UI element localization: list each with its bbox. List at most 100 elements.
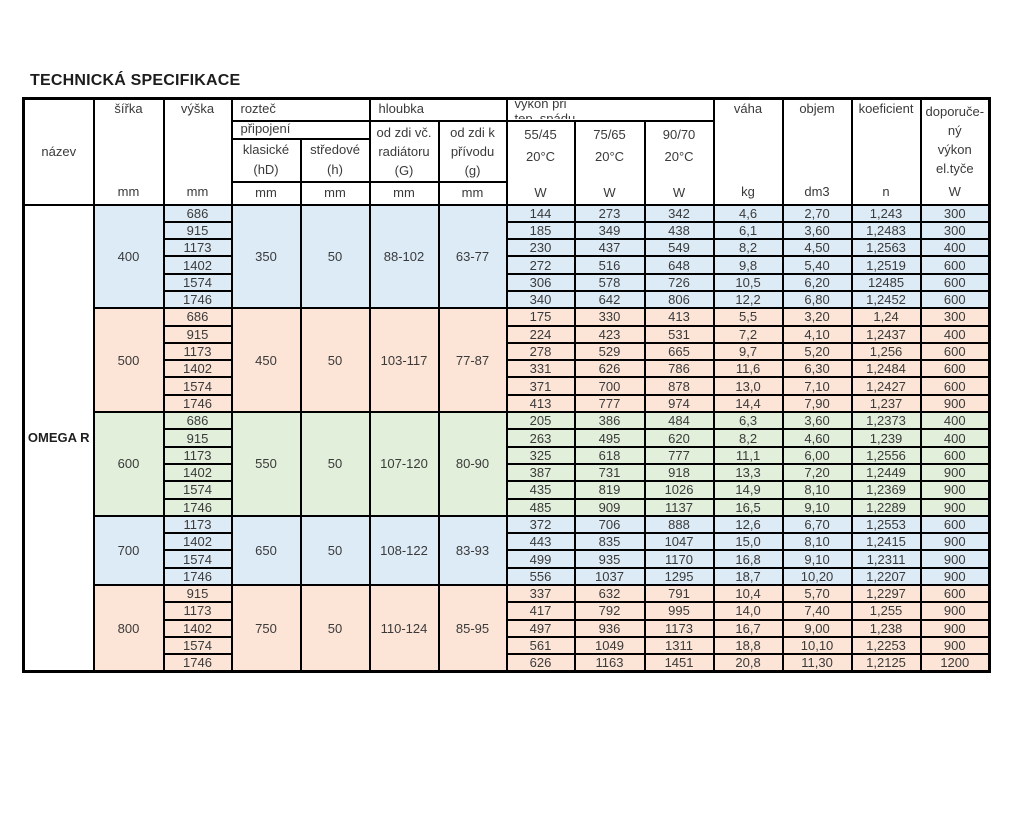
cell-height: 1402 [162,359,233,379]
cell-power-7565: 495 [573,428,646,448]
unit-od-zdi-k: mm [437,181,508,206]
cell-height: 915 [162,220,233,241]
cell-power-9070: 1170 [643,549,715,569]
cell-power-9070: 1295 [643,566,715,587]
header-vyska-unit: mm [186,184,209,200]
table-row: 915 263 495 620 8,2 4,60 1,239 400 [24,428,991,448]
cell-weight: 11,6 [712,359,784,379]
cell-power-7565: 578 [573,272,646,293]
cell-width-group: 700 [92,514,165,587]
cell-pitch-classic: 650 [230,514,302,587]
cell-coefficient: 1,2415 [850,532,922,552]
cell-el-power: 900 [919,618,991,638]
cell-power-7565: 936 [573,618,646,638]
cell-power-5545: 263 [505,428,576,448]
header-temp-5545-unit: W [534,184,547,200]
table-row: 915 224 423 531 7,2 4,10 1,2437 400 [24,324,991,344]
cell-volume: 3,20 [781,307,853,327]
cell-coefficient: 1,2253 [850,635,922,656]
cell-depth-g2: 80-90 [437,411,508,517]
cell-height: 1402 [162,462,233,483]
cell-power-5545: 272 [505,255,576,275]
cell-el-power: 300 [919,307,991,327]
header-sirka: šířka mm [92,97,165,206]
cell-volume: 7,20 [781,462,853,483]
header-temp-5545-degrees: 20°C [525,148,556,164]
cell-power-7565: 529 [573,341,646,362]
cell-coefficient: 1,2452 [850,289,922,310]
header-od-zdi-k-line1: od zdi k [450,124,495,140]
cell-power-5545: 224 [505,324,576,344]
table-row: 1574 306 578 726 10,5 6,20 12485 600 [24,272,991,293]
cell-volume: 10,10 [781,635,853,656]
cell-height: 1173 [162,601,233,621]
header-klasicke: klasické (hD) [230,137,302,184]
unit-klasicke: mm [230,181,302,206]
table-row: 1402 443 835 1047 15,0 8,10 1,2415 900 [24,532,991,552]
unit-od-zdi-g: mm [368,181,440,206]
cell-el-power: 300 [919,220,991,241]
cell-power-9070: 806 [643,289,715,310]
table-row: 500 686 450 50 103-117 77-87 175 330 413 5,5 3,20 1… [24,307,991,414]
cell-coefficient: 1,2207 [850,566,922,587]
cell-volume: 3,60 [781,411,853,431]
header-temp-9070-ratio: 90/70 [662,126,696,142]
table-row: 1402 497 936 1173 16,7 9,00 1,238 900 [24,618,991,638]
cell-pitch-classic: 350 [230,203,302,310]
cell-power-5545: 561 [505,635,576,656]
header-nazev-label: název [41,144,77,160]
cell-weight: 8,2 [712,428,784,448]
cell-weight: 10,4 [712,584,784,604]
header-temp-9070-unit: W [672,184,686,200]
cell-el-power: 900 [919,601,991,621]
cell-weight: 15,0 [712,532,784,552]
cell-height: 686 [162,307,233,327]
cell-width-group: 800 [92,584,165,673]
cell-weight: 12,6 [712,514,784,535]
cell-el-power: 900 [919,635,991,656]
cell-el-power: 600 [919,341,991,362]
cell-el-power: 600 [919,376,991,396]
cell-weight: 4,6 [712,203,784,223]
cell-height: 1402 [162,532,233,552]
cell-height: 915 [162,428,233,448]
cell-weight: 12,2 [712,289,784,310]
cell-power-5545: 331 [505,359,576,379]
cell-el-power: 600 [919,272,991,293]
cell-power-9070: 648 [643,255,715,275]
unit-stredove: mm [299,181,371,206]
cell-height: 915 [162,324,233,344]
cell-power-5545: 337 [505,584,576,604]
table-row: 1402 387 731 918 13,3 7,20 1,2449 900 [24,462,991,483]
cell-power-9070: 791 [643,584,715,604]
header-od-zdi-g-line2: radiátoru [378,143,430,159]
cell-width-group: 500 [92,307,165,414]
header-klasicke-line2: (hD) [253,162,279,178]
cell-height: 1173 [162,514,233,535]
cell-el-power: 400 [919,428,991,448]
cell-depth-g: 88-102 [368,203,440,310]
header-row-groups: název šířka mm výška mm rozteč hloubka [22,97,991,206]
cell-power-7565: 700 [573,376,646,396]
cell-weight: 20,8 [712,653,784,673]
header-od-zdi-g-line3: (G) [394,162,414,178]
header-objem: objem dm3 [781,97,853,206]
cell-volume: 4,60 [781,428,853,448]
cell-height: 1746 [162,289,233,310]
header-od-zdi-k-line3: (g) [464,162,481,178]
table-row: 1173 230 437 549 8,2 4,50 1,2563 400 [24,238,991,258]
cell-height: 1574 [162,272,233,293]
cell-power-9070: 484 [643,411,715,431]
cell-coefficient: 1,237 [850,393,922,414]
table-row: 1746 556 1037 1295 18,7 10,20 1,2207 900 [24,566,991,587]
cell-weight: 8,2 [712,238,784,258]
cell-power-7565: 632 [573,584,646,604]
header-row-sub: připojení od zdi vč. radiátoru (G) od zd… [24,119,990,206]
header-koeficient: koeficient n [850,97,922,206]
cell-power-7565: 386 [573,411,646,431]
cell-power-5545: 485 [505,497,576,517]
cell-weight: 6,1 [712,220,784,241]
cell-el-power: 600 [919,255,991,275]
table-row: OMEGA R 400 686 350 50 88-102 63-77 144 273 342 4,… [22,203,991,673]
cell-weight: 16,8 [712,549,784,569]
